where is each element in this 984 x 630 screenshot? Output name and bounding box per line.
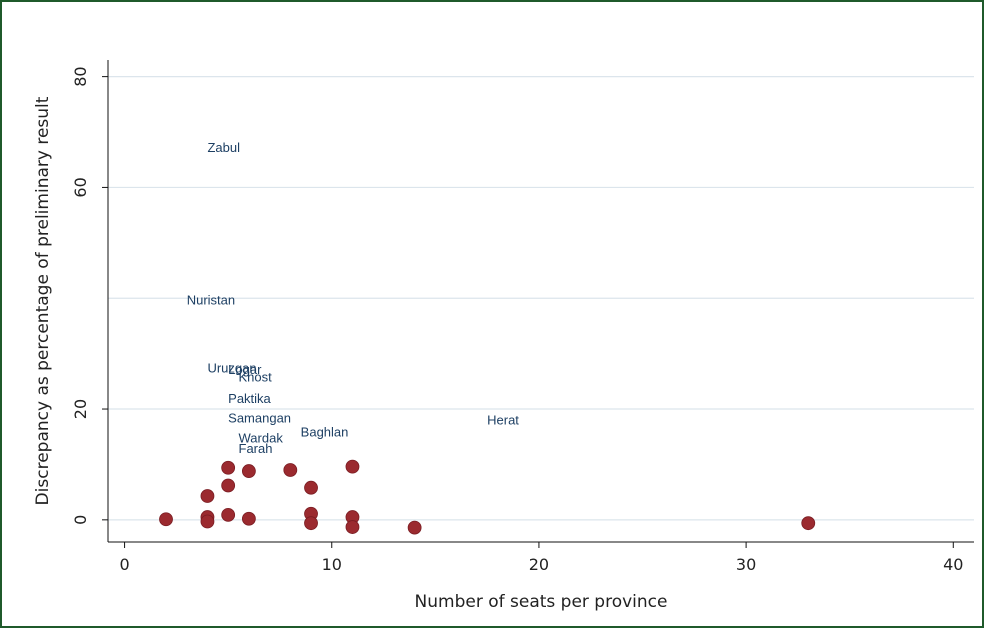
point-label: Herat [487,413,519,428]
data-point [283,463,298,477]
x-tick-label: 0 [119,555,129,574]
data-point [221,507,236,522]
y-tick-label: 20 [71,399,90,419]
plot-area [108,60,974,542]
data-point [304,480,318,495]
tick-labels: 0 10 20 30 40 0 20 60 80 [71,66,963,574]
x-tick-label: 10 [322,555,342,574]
point-label: Farah [239,441,273,456]
data-markers [159,459,816,535]
data-point [200,489,215,503]
point-label: Baghlan [301,424,349,439]
axes [107,60,974,543]
grid-lines [108,76,974,521]
point-label: Uruzgan [207,361,256,376]
data-point [345,459,360,474]
data-point [241,511,256,526]
x-tick-label: 20 [529,555,549,574]
point-label: Paktika [228,391,271,406]
data-point [407,520,422,535]
data-point [241,464,256,478]
x-axis-title: Number of seats per province [415,592,668,612]
x-tick-label: 40 [943,555,963,574]
data-point [801,516,816,531]
x-tick-label: 30 [736,555,756,574]
y-tick-label: 60 [71,177,90,197]
point-label: Khost [239,369,273,384]
data-point [345,520,360,534]
data-point [221,460,236,475]
y-axis-title: Discrepancy as percentage of preliminary… [33,96,53,505]
y-tick-label: 80 [71,66,90,86]
data-point [159,512,173,527]
point-label: Logar [228,362,262,377]
data-point [221,478,236,493]
point-label: Zabul [207,140,240,155]
point-label: Samangan [228,410,291,425]
point-label: Wardak [239,430,284,445]
data-point [200,514,215,529]
data-point [304,516,318,531]
y-tick-label: 0 [71,515,90,525]
point-label: Nuristan [187,292,235,307]
